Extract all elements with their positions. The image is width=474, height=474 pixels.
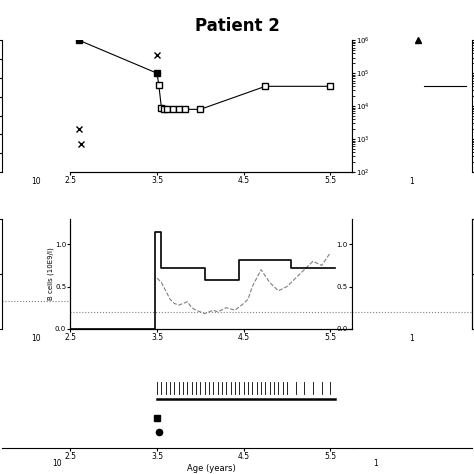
- Text: 1: 1: [374, 459, 378, 468]
- Text: 10: 10: [52, 459, 62, 468]
- Text: 10: 10: [32, 177, 41, 186]
- Y-axis label: B cells (10E9/l): B cells (10E9/l): [47, 247, 54, 300]
- Text: 1: 1: [410, 177, 414, 186]
- Text: Patient 2: Patient 2: [194, 17, 280, 35]
- Text: 10: 10: [32, 334, 41, 343]
- Text: 1: 1: [410, 334, 414, 343]
- X-axis label: Age (years): Age (years): [187, 464, 236, 473]
